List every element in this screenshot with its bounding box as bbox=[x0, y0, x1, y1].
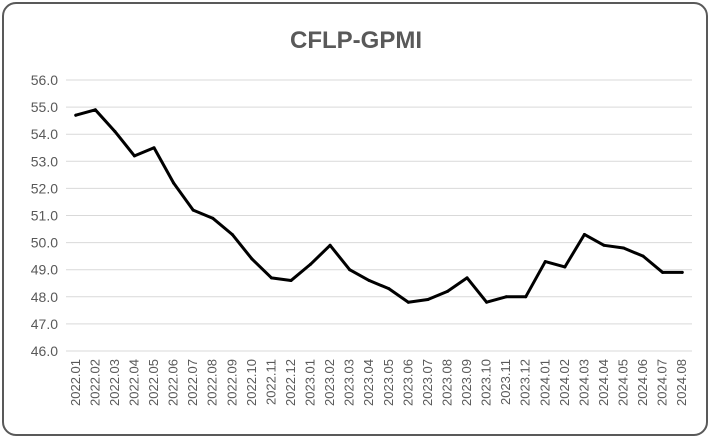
x-tick-label: 2023.03 bbox=[342, 359, 357, 406]
data-point bbox=[113, 129, 117, 133]
data-point bbox=[602, 243, 606, 247]
x-tick-label: 2023.05 bbox=[381, 359, 396, 406]
x-axis-ticks: 2022.01 2022.02 2022.03 2022.04 2022.05 2022.… bbox=[68, 359, 689, 406]
data-point bbox=[191, 208, 195, 212]
y-tick-label: 55.0 bbox=[31, 99, 58, 115]
x-tick-label: 2024.03 bbox=[576, 359, 591, 406]
data-point bbox=[348, 268, 352, 272]
data-point bbox=[445, 289, 449, 293]
data-point bbox=[680, 270, 684, 274]
x-tick-label: 2024.01 bbox=[537, 359, 552, 406]
data-point bbox=[367, 279, 371, 283]
data-point bbox=[74, 113, 78, 117]
y-tick-label: 47.0 bbox=[31, 316, 58, 332]
data-point bbox=[132, 154, 136, 158]
data-point bbox=[269, 276, 273, 280]
x-tick-label: 2024.05 bbox=[616, 359, 631, 406]
data-point bbox=[387, 287, 391, 291]
series-line bbox=[74, 108, 684, 304]
data-point bbox=[289, 279, 293, 283]
x-tick-label: 2022.03 bbox=[107, 359, 122, 406]
y-tick-label: 56.0 bbox=[31, 72, 58, 88]
x-tick-label: 2023.11 bbox=[498, 359, 513, 405]
data-point bbox=[582, 232, 586, 236]
x-tick-label: 2023.01 bbox=[303, 359, 318, 406]
x-tick-label: 2022.09 bbox=[224, 359, 239, 406]
x-tick-label: 2022.01 bbox=[68, 359, 83, 406]
x-tick-label: 2022.04 bbox=[126, 359, 141, 406]
x-tick-label: 2023.07 bbox=[420, 359, 435, 406]
y-tick-label: 53.0 bbox=[31, 153, 58, 169]
x-tick-label: 2022.02 bbox=[87, 359, 102, 406]
data-point bbox=[504, 295, 508, 299]
x-tick-label: 2023.06 bbox=[400, 359, 415, 406]
chart-title: CFLP-GPMI bbox=[290, 27, 422, 54]
y-tick-label: 46.0 bbox=[31, 343, 58, 359]
gridlines bbox=[66, 79, 692, 352]
data-point bbox=[465, 276, 469, 280]
x-tick-label: 2024.08 bbox=[674, 359, 689, 406]
data-point bbox=[543, 260, 547, 264]
data-point bbox=[641, 254, 645, 258]
x-tick-label: 2022.12 bbox=[283, 359, 298, 406]
data-point bbox=[661, 270, 665, 274]
x-tick-label: 2023.02 bbox=[322, 359, 337, 406]
x-tick-label: 2023.12 bbox=[518, 359, 533, 406]
y-tick-label: 54.0 bbox=[31, 126, 58, 142]
x-tick-label: 2022.05 bbox=[146, 359, 161, 406]
x-tick-label: 2022.06 bbox=[166, 359, 181, 406]
x-tick-label: 2022.08 bbox=[205, 359, 220, 406]
y-tick-label: 50.0 bbox=[31, 235, 58, 251]
x-tick-label: 2022.10 bbox=[244, 359, 259, 406]
data-point bbox=[328, 243, 332, 247]
x-tick-label: 2024.02 bbox=[557, 359, 572, 406]
x-tick-label: 2024.07 bbox=[655, 359, 670, 406]
y-tick-label: 51.0 bbox=[31, 208, 58, 224]
data-point bbox=[250, 257, 254, 261]
data-point bbox=[524, 295, 528, 299]
series-layer bbox=[74, 108, 684, 304]
y-tick-label: 52.0 bbox=[31, 180, 58, 196]
y-tick-label: 48.0 bbox=[31, 289, 58, 305]
data-point bbox=[230, 232, 234, 236]
x-tick-label: 2024.04 bbox=[596, 359, 611, 406]
x-tick-label: 2022.07 bbox=[185, 359, 200, 406]
x-tick-label: 2023.04 bbox=[361, 359, 376, 406]
data-point bbox=[309, 262, 313, 266]
chart-frame bbox=[2, 2, 708, 436]
x-tick-label: 2023.10 bbox=[479, 359, 494, 406]
data-point bbox=[406, 300, 410, 304]
data-point bbox=[622, 246, 626, 250]
data-point bbox=[172, 181, 176, 185]
data-point bbox=[152, 146, 156, 150]
x-tick-label: 2024.06 bbox=[635, 359, 650, 406]
data-point bbox=[211, 216, 215, 220]
y-axis-ticks: 46.0 47.0 48.0 49.0 50.0 51.0 52.0 53.0 54.0 55.0… bbox=[31, 72, 58, 359]
x-tick-label: 2023.08 bbox=[439, 359, 454, 406]
x-tick-label: 2022.11 bbox=[263, 359, 278, 405]
data-point bbox=[563, 265, 567, 269]
x-tick-label: 2023.09 bbox=[459, 359, 474, 406]
data-point bbox=[485, 300, 489, 304]
data-point bbox=[93, 108, 97, 112]
y-tick-label: 49.0 bbox=[31, 262, 58, 278]
data-point bbox=[426, 298, 430, 302]
